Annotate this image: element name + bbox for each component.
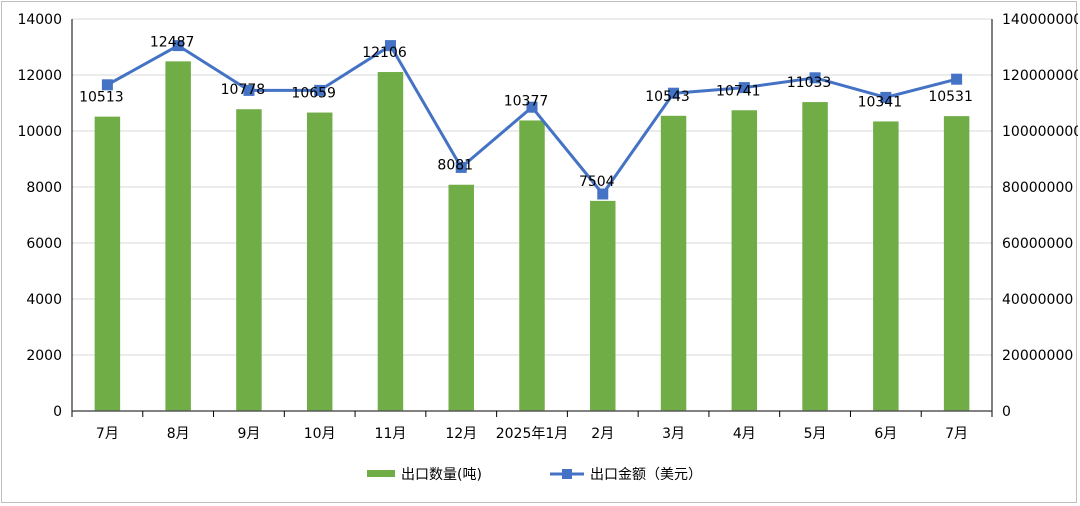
line-marker — [668, 87, 680, 99]
line-marker — [384, 40, 396, 52]
bar — [448, 184, 474, 411]
bar-data-label: 8081 — [437, 158, 473, 174]
legend: 出口数量(吨) 出口金额（美元） — [367, 467, 702, 483]
y-left-tick-label: 12000 — [17, 68, 62, 84]
line-marker — [951, 73, 963, 85]
line-marker — [455, 161, 467, 173]
y-left-tick-label: 14000 — [17, 12, 62, 28]
bar-data-label: 10741 — [716, 83, 761, 99]
x-category-label: 7月 — [945, 426, 968, 442]
y-axis-left: 0 2000 4000 6000 8000 10000 12000 14000 — [17, 12, 73, 420]
x-category-label: 11月 — [375, 426, 407, 442]
legend-bar-swatch — [367, 470, 395, 477]
bar-data-label: 10377 — [504, 93, 549, 109]
bar — [306, 112, 333, 411]
y-right-tick-label: 140000000 — [1002, 12, 1078, 28]
line-marker — [101, 79, 113, 91]
line-marker — [880, 91, 892, 103]
x-category-label: 3月 — [662, 426, 685, 442]
line-marker — [738, 82, 750, 94]
legend-line-label: 出口金额（美元） — [590, 467, 702, 483]
bar-data-label: 10531 — [928, 89, 973, 105]
line-marker — [526, 101, 538, 113]
bar — [519, 120, 545, 411]
line-marker — [243, 84, 255, 96]
bar-data-label: 12487 — [150, 34, 195, 50]
bar-data-label: 12106 — [362, 45, 407, 61]
line-marker — [597, 188, 609, 200]
bar — [94, 116, 121, 412]
y-right-tick-label: 20000000 — [1002, 348, 1073, 364]
y-right-tick-label: 40000000 — [1002, 292, 1073, 308]
line-marker — [809, 72, 821, 84]
bar-data-label: 11033 — [787, 75, 832, 91]
y-left-tick-label: 0 — [53, 404, 62, 420]
legend-line-marker — [562, 469, 572, 479]
x-category-label: 4月 — [733, 426, 756, 442]
x-category-label: 7月 — [96, 426, 119, 442]
line-marker — [172, 40, 184, 52]
bar-data-label: 10778 — [221, 82, 266, 98]
bar-data-label: 10341 — [858, 94, 903, 110]
data-labels: 10513 12487 10778 10659 12106 8081 10377 7504 10… — [79, 34, 973, 190]
y-left-tick-label: 10000 — [17, 124, 62, 140]
line-marker — [314, 84, 326, 96]
bar — [943, 116, 970, 411]
line-series — [101, 40, 963, 200]
bar — [377, 72, 404, 412]
x-category-label: 2025年1月 — [496, 426, 569, 442]
bar — [873, 121, 899, 412]
y-right-tick-label: 60000000 — [1002, 236, 1073, 252]
bar-data-label: 7504 — [579, 174, 615, 190]
x-category-label: 2月 — [591, 426, 614, 442]
y-left-tick-label: 4000 — [26, 292, 62, 308]
bar — [660, 115, 687, 412]
x-category-label: 6月 — [874, 426, 897, 442]
y-right-tick-label: 0 — [1002, 404, 1011, 420]
x-category-label: 10月 — [304, 426, 336, 442]
y-right-tick-label: 120000000 — [1002, 68, 1078, 84]
y-left-tick-label: 6000 — [26, 236, 62, 252]
bar — [590, 200, 616, 411]
bar — [165, 61, 191, 411]
x-category-label: 12月 — [445, 426, 477, 442]
bar-data-label: 10513 — [79, 90, 124, 106]
bar-data-label: 10543 — [645, 89, 690, 105]
bar-data-label: 10659 — [291, 86, 336, 102]
legend-bar-label: 出口数量(吨) — [401, 467, 482, 483]
x-category-label: 5月 — [804, 426, 827, 442]
x-axis: 7月 8月 9月 10月 11月 12月 2025年1月 2月 3月 4月 5月 6月 7月 — [71, 410, 993, 442]
y-left-tick-label: 8000 — [26, 180, 62, 196]
bar — [731, 110, 758, 411]
x-category-label: 9月 — [237, 426, 260, 442]
bar — [236, 109, 262, 411]
y-right-tick-label: 80000000 — [1002, 180, 1073, 196]
y-axis-right: 0 20000000 40000000 60000000 80000000 1000000… — [991, 12, 1078, 420]
y-left-tick-label: 2000 — [26, 348, 62, 364]
x-category-label: 8月 — [167, 426, 190, 442]
bar-series — [94, 61, 970, 412]
y-right-tick-label: 100000000 — [1002, 124, 1078, 140]
bar — [802, 102, 828, 412]
